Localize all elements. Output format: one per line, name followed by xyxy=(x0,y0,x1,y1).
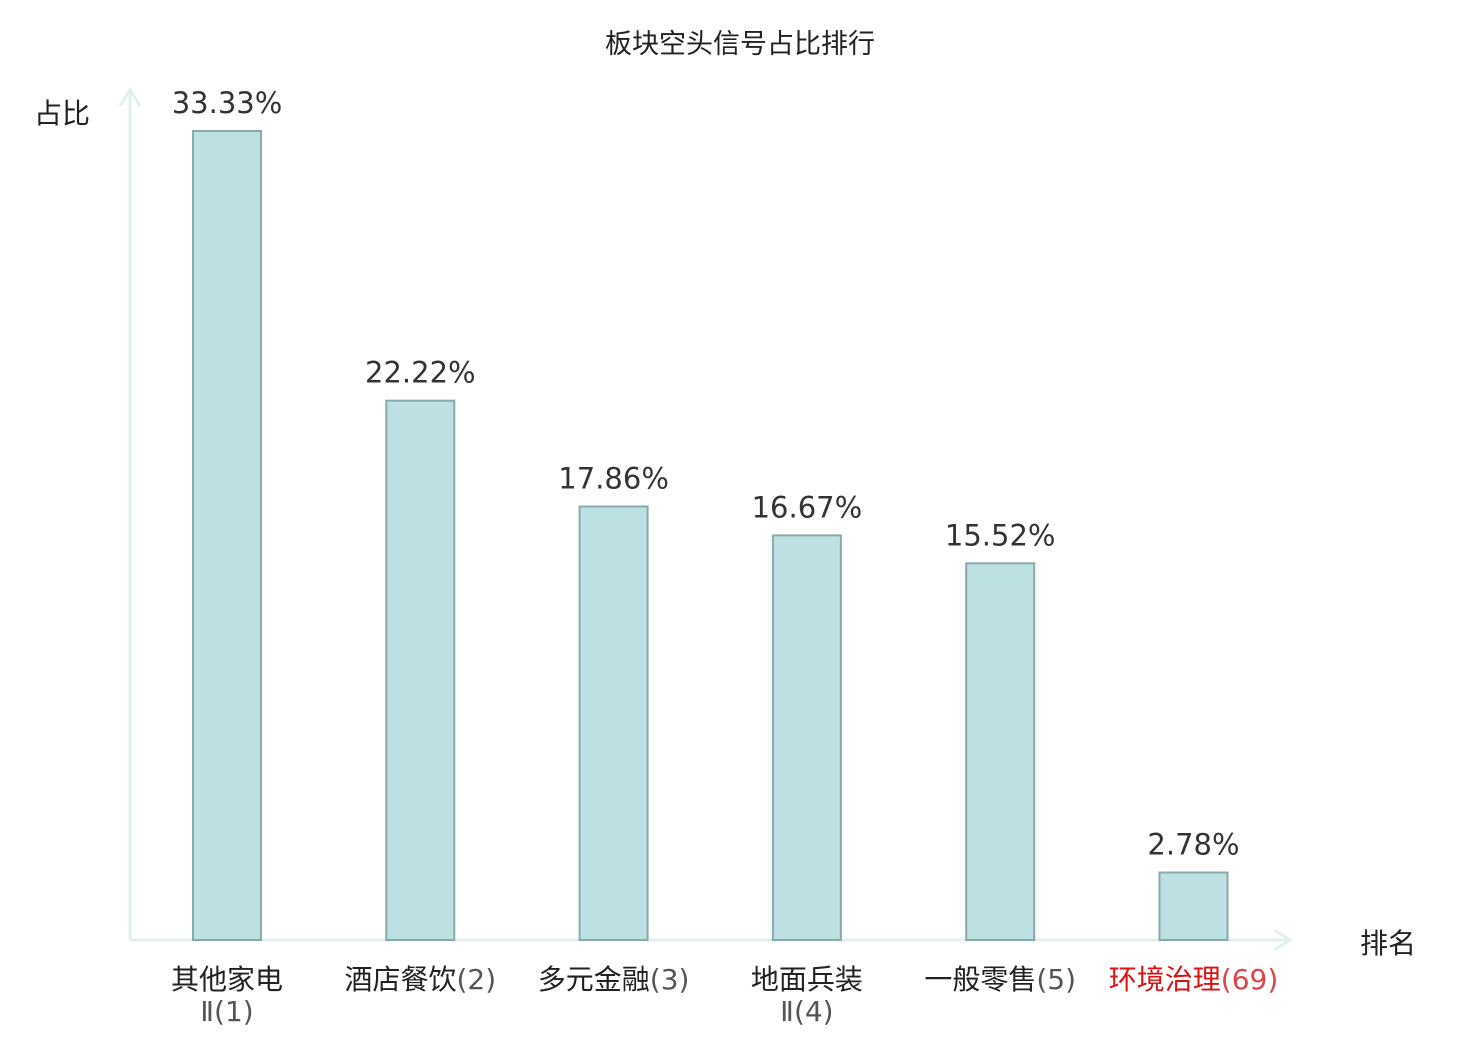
category-rank: Ⅱ(1) xyxy=(200,995,254,1028)
category-name: 一般零售 xyxy=(924,963,1037,996)
category-rank: (5) xyxy=(1036,963,1077,996)
bar xyxy=(385,399,456,941)
data-label: 33.33% xyxy=(172,86,283,120)
category-name: 地面兵装 xyxy=(750,963,863,996)
y-axis-arrow xyxy=(118,87,142,107)
category-rank: (3) xyxy=(649,963,690,996)
bar xyxy=(192,130,262,941)
category-name: 其他家电 xyxy=(170,963,283,996)
x-axis-label: 排名 xyxy=(1360,927,1417,960)
category-label: 一般零售(5) xyxy=(900,964,1100,996)
x-axis-arrow xyxy=(1273,928,1293,952)
category-label: 环境治理(69) xyxy=(1094,964,1294,996)
bar xyxy=(965,562,1036,941)
data-labels: 33.33% 22.22% 17.86% 16.67% 15.52% 2.78% xyxy=(172,86,1240,862)
chart-title: 板块空头信号占比排行 xyxy=(605,29,875,60)
data-label: 15.52% xyxy=(945,518,1056,552)
bars xyxy=(192,130,1229,942)
category-name: 酒店餐饮 xyxy=(344,963,457,996)
axes xyxy=(118,87,1293,952)
category-label: 地面兵装 Ⅱ(4) xyxy=(707,964,907,1028)
category-name: 环境治理 xyxy=(1108,963,1221,996)
bar xyxy=(771,534,842,942)
y-axis-label: 占比 xyxy=(34,97,91,130)
category-rank: (2) xyxy=(456,963,497,996)
data-label: 22.22% xyxy=(365,356,476,390)
bar xyxy=(1158,871,1229,941)
category-label: 酒店餐饮(2) xyxy=(320,964,520,996)
category-name: 多元金融 xyxy=(537,963,650,996)
data-label: 16.67% xyxy=(752,490,863,524)
category-rank: Ⅱ(4) xyxy=(780,995,834,1028)
data-label: 2.78% xyxy=(1147,828,1239,862)
data-label: 17.86% xyxy=(558,461,669,495)
bar xyxy=(578,505,649,941)
category-label: 其他家电 Ⅱ(1) xyxy=(127,964,327,1028)
category-label: 多元金融(3) xyxy=(514,964,714,996)
category-rank: (69) xyxy=(1220,963,1279,996)
